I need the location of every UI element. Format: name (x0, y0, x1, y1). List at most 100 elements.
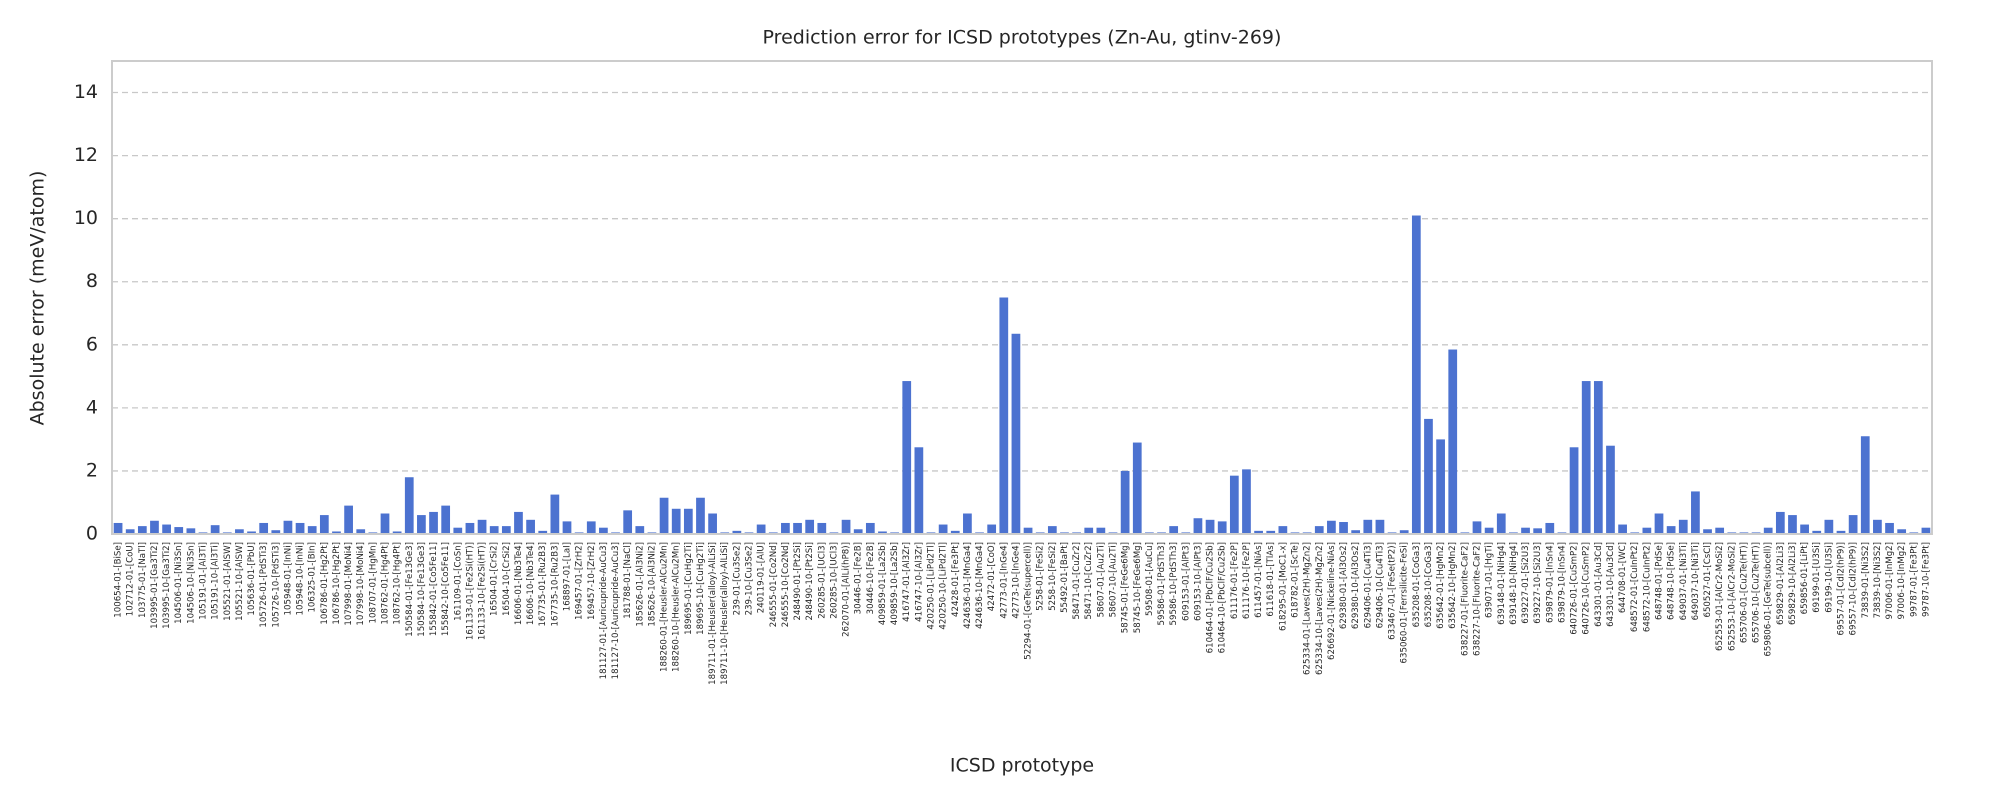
x-tick-label: 58471-10-[CuZr2] (1084, 542, 1094, 620)
bar (586, 521, 596, 534)
x-tick-label: 42472-01-[CoO] (987, 542, 997, 611)
x-tick-label: 424636-10-[MnGa4] (975, 542, 985, 629)
x-tick-label: 611176-10-[Fe2P] (1242, 542, 1252, 619)
bar (1642, 527, 1652, 534)
bar (708, 513, 717, 534)
bar (380, 513, 390, 534)
bar (1703, 529, 1712, 534)
x-tick-label: 189695-01-[CuHg2Ti] (684, 542, 694, 635)
bar (1096, 527, 1106, 534)
x-tick-label: 161133-01-[Fe2Si(HT)] (465, 542, 475, 640)
bar (247, 531, 256, 534)
bar (1921, 527, 1931, 534)
x-tick-label: 635208-01-[CoGa3] (1412, 542, 1422, 627)
x-tick-label: 611618-01-[TlAs] (1266, 542, 1276, 617)
x-tick-label: 659856-01-[LiPt] (1800, 542, 1810, 614)
y-tick-label: 8 (86, 270, 98, 292)
x-tick-label: 103995-01-[Ga3Ti2] (150, 542, 160, 629)
bar (1047, 526, 1057, 534)
x-tick-label: 69557-10-[CdI2(hP9)] (1849, 542, 1859, 635)
x-tick-label: 635642-10-[HgMn2] (1448, 542, 1458, 629)
x-tick-label: 650527-01-[CsCl] (1703, 542, 1713, 618)
x-tick-label: 105726-10-[PdSTi3] (271, 542, 281, 628)
x-tick-label: 102712-01-[CoU] (126, 542, 136, 616)
x-tick-label: 639879-10-[InSn4] (1557, 542, 1567, 623)
x-tick-label: 169457-01-[ZrH2] (575, 542, 585, 620)
x-axis-label: ICSD prototype (950, 755, 1094, 777)
bar (1533, 528, 1543, 534)
x-tick-label: 106786-10-[Hg2Pt] (332, 542, 342, 625)
bar (441, 505, 451, 534)
bar (878, 531, 887, 534)
bar (1618, 524, 1627, 534)
plot-frame (111, 60, 1933, 535)
x-tick-label: 609153-10-[AlPt3] (1193, 542, 1203, 621)
x-tick-label: 659829-10-[Al2Li3] (1788, 542, 1798, 625)
bar (514, 511, 523, 534)
x-tick-label: 169457-10-[ZrH2] (587, 542, 597, 620)
x-tick-label: 59586-10-[PdSTh3] (1169, 542, 1179, 625)
bar (635, 526, 645, 534)
x-tick-label: 155842-10-[Co5Fe11] (441, 542, 451, 636)
bar (817, 522, 827, 534)
bar (356, 529, 366, 534)
bar (319, 515, 329, 534)
y-tick-label: 6 (86, 333, 98, 355)
x-tick-label: 655706-10-[Cu2Te(HT)] (1752, 542, 1762, 643)
x-tick-label: 150584-10-[Fe13Ge3] (417, 542, 427, 637)
bar (477, 519, 487, 534)
bar (1169, 526, 1179, 534)
bar (732, 530, 742, 534)
bar (501, 526, 511, 534)
bar (1606, 445, 1615, 534)
x-tick-label: 108707-01-[HgMn] (368, 542, 378, 623)
x-tick-label: 59508-01-[AuCu] (1145, 542, 1155, 616)
x-tick-label: 652553-10-[AlCr2-MoSi2] (1727, 542, 1737, 651)
bar (659, 497, 669, 534)
x-tick-label: 104506-01-[Ni3Sn] (174, 542, 184, 624)
bar (1897, 529, 1907, 534)
bar (1278, 526, 1288, 534)
bar (344, 505, 353, 534)
x-tick-label: 107998-01-[MoNi4] (344, 542, 354, 626)
x-tick-label: 181127-10-[Auricupride-AuCu3] (611, 542, 621, 679)
bar (793, 522, 802, 534)
x-tick-label: 416747-10-[Al3Zr] (914, 542, 924, 622)
x-tick-label: 108762-01-[Hg4Pt] (381, 542, 391, 625)
x-tick-label: 52294-01-[GeTe(supercell)] (1024, 542, 1034, 660)
x-tick-label: 652553-01-[AlCr2-MoSi2] (1715, 542, 1725, 651)
bar (599, 527, 608, 534)
x-tick-label: 240119-01-[AlU] (757, 542, 767, 613)
x-tick-label: 262070-01-[AlLi(hP8)] (842, 542, 852, 637)
bar (1205, 519, 1215, 534)
bar (150, 520, 159, 534)
x-tick-label: 42773-10-[InGe4] (1011, 542, 1021, 619)
x-tick-label: 181127-01-[Auricupride-AuCu3] (599, 542, 609, 679)
x-tick-label: 185626-01-[Al3Ni2] (635, 542, 645, 627)
x-tick-label: 105948-10-[InNi] (296, 542, 306, 615)
x-tick-label: 16504-10-[CrSi2] (502, 542, 512, 616)
bar (162, 524, 171, 534)
bar (465, 522, 475, 534)
x-tick-label: 55492-01-[BaPt] (1060, 542, 1070, 613)
x-tick-label: 58745-10-[FeGe6Mg] (1133, 542, 1143, 633)
y-tick-label: 12 (74, 144, 98, 166)
bar (1763, 527, 1773, 534)
bar (1193, 518, 1203, 534)
x-tick-label: 105521-10-[AlSW] (235, 542, 245, 621)
y-tick-label: 4 (86, 396, 98, 418)
bar (1521, 527, 1530, 534)
x-tick-label: 161133-10-[Fe2Si(HT)] (478, 542, 488, 640)
x-tick-label: 239-01-[Cu3Se2] (732, 542, 742, 615)
x-tick-label: 644708-01-[WC] (1618, 542, 1628, 613)
bar (1873, 519, 1882, 534)
bar (489, 526, 499, 534)
x-tick-label: 246555-10-[Co2Nd] (781, 542, 791, 627)
bar (1132, 442, 1142, 534)
bar (853, 529, 863, 534)
bar (950, 530, 960, 534)
x-tick-label: 106786-01-[Hg2Pt] (320, 542, 330, 625)
bar (1339, 522, 1348, 534)
x-tick-label: 648572-10-[CuInPt2] (1642, 542, 1652, 632)
bar (562, 521, 572, 534)
